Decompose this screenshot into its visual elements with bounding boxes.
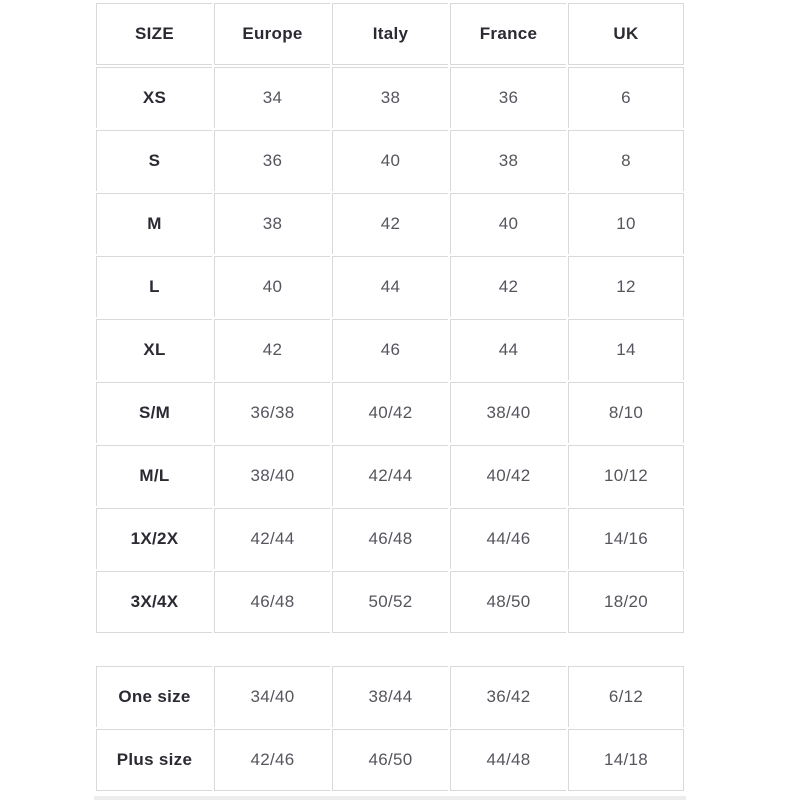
table-cell: 42/44 — [214, 508, 330, 569]
table-row: One size 34/40 38/44 36/42 6/12 — [96, 666, 684, 727]
row-label: Plus size — [96, 729, 212, 791]
row-label: M — [96, 193, 212, 254]
column-header-size: SIZE — [96, 3, 212, 65]
table-cell: 40/42 — [450, 445, 566, 506]
table-cell: 14 — [568, 319, 684, 380]
table-cell: 40 — [332, 130, 448, 191]
table-cell: 42/44 — [332, 445, 448, 506]
table-cell: 46 — [332, 319, 448, 380]
table-cell: 44 — [332, 256, 448, 317]
table-cell: 50/52 — [332, 571, 448, 633]
table-cell: 6 — [568, 67, 684, 128]
special-sizes-table: One size 34/40 38/44 36/42 6/12 Plus size 42/4… — [94, 664, 686, 793]
table-row: M 38 42 40 10 — [96, 193, 684, 254]
table-cell: 36 — [450, 67, 566, 128]
bottom-divider — [94, 796, 686, 800]
table-row: S/M 36/38 40/42 38/40 8/10 — [96, 382, 684, 443]
table-cell: 42 — [332, 193, 448, 254]
table-cell: 14/16 — [568, 508, 684, 569]
table-cell: 40 — [450, 193, 566, 254]
table-header: SIZE Europe Italy France UK — [96, 3, 684, 65]
table-row: S 36 40 38 8 — [96, 130, 684, 191]
table-cell: 38/44 — [332, 666, 448, 727]
column-header-france: France — [450, 3, 566, 65]
size-conversion-table: SIZE Europe Italy France UK XS 34 38 36 6 S 36 40 38… — [94, 1, 686, 635]
row-label: L — [96, 256, 212, 317]
table-cell: 36/42 — [450, 666, 566, 727]
table-cell: 38/40 — [450, 382, 566, 443]
table-cell: 42 — [214, 319, 330, 380]
table-cell: 38 — [332, 67, 448, 128]
table-cell: 40 — [214, 256, 330, 317]
table-row: Plus size 42/46 46/50 44/48 14/18 — [96, 729, 684, 791]
table-cell: 36/38 — [214, 382, 330, 443]
table-cell: 44 — [450, 319, 566, 380]
table-row: XL 42 46 44 14 — [96, 319, 684, 380]
table-cell: 14/18 — [568, 729, 684, 791]
table-cell: 12 — [568, 256, 684, 317]
table-cell: 36 — [214, 130, 330, 191]
row-label: XL — [96, 319, 212, 380]
header-row: SIZE Europe Italy France UK — [96, 3, 684, 65]
table-cell: 46/50 — [332, 729, 448, 791]
table-row: M/L 38/40 42/44 40/42 10/12 — [96, 445, 684, 506]
row-label: S/M — [96, 382, 212, 443]
table-body: XS 34 38 36 6 S 36 40 38 8 M 38 42 40 10 L 40 44 42 12 XL 42 4… — [96, 67, 684, 633]
table-cell: 34 — [214, 67, 330, 128]
column-header-italy: Italy — [332, 3, 448, 65]
table-cell: 38 — [450, 130, 566, 191]
row-label: XS — [96, 67, 212, 128]
table-cell: 10/12 — [568, 445, 684, 506]
table-cell: 46/48 — [214, 571, 330, 633]
row-label: One size — [96, 666, 212, 727]
table-row: L 40 44 42 12 — [96, 256, 684, 317]
table-cell: 38/40 — [214, 445, 330, 506]
row-label: S — [96, 130, 212, 191]
table-cell: 38 — [214, 193, 330, 254]
table-cell: 42/46 — [214, 729, 330, 791]
table-cell: 10 — [568, 193, 684, 254]
table-cell: 6/12 — [568, 666, 684, 727]
table-cell: 40/42 — [332, 382, 448, 443]
table-cell: 44/46 — [450, 508, 566, 569]
table-cell: 8 — [568, 130, 684, 191]
row-label: 3X/4X — [96, 571, 212, 633]
table-row: 1X/2X 42/44 46/48 44/46 14/16 — [96, 508, 684, 569]
table-cell: 34/40 — [214, 666, 330, 727]
row-label: 1X/2X — [96, 508, 212, 569]
row-label: M/L — [96, 445, 212, 506]
table-cell: 44/48 — [450, 729, 566, 791]
table-cell: 46/48 — [332, 508, 448, 569]
special-sizes-body: One size 34/40 38/44 36/42 6/12 Plus size 42/4… — [96, 666, 684, 791]
table-cell: 8/10 — [568, 382, 684, 443]
column-header-uk: UK — [568, 3, 684, 65]
table-cell: 48/50 — [450, 571, 566, 633]
table-row: XS 34 38 36 6 — [96, 67, 684, 128]
table-cell: 18/20 — [568, 571, 684, 633]
table-row: 3X/4X 46/48 50/52 48/50 18/20 — [96, 571, 684, 633]
table-cell: 42 — [450, 256, 566, 317]
column-header-europe: Europe — [214, 3, 330, 65]
